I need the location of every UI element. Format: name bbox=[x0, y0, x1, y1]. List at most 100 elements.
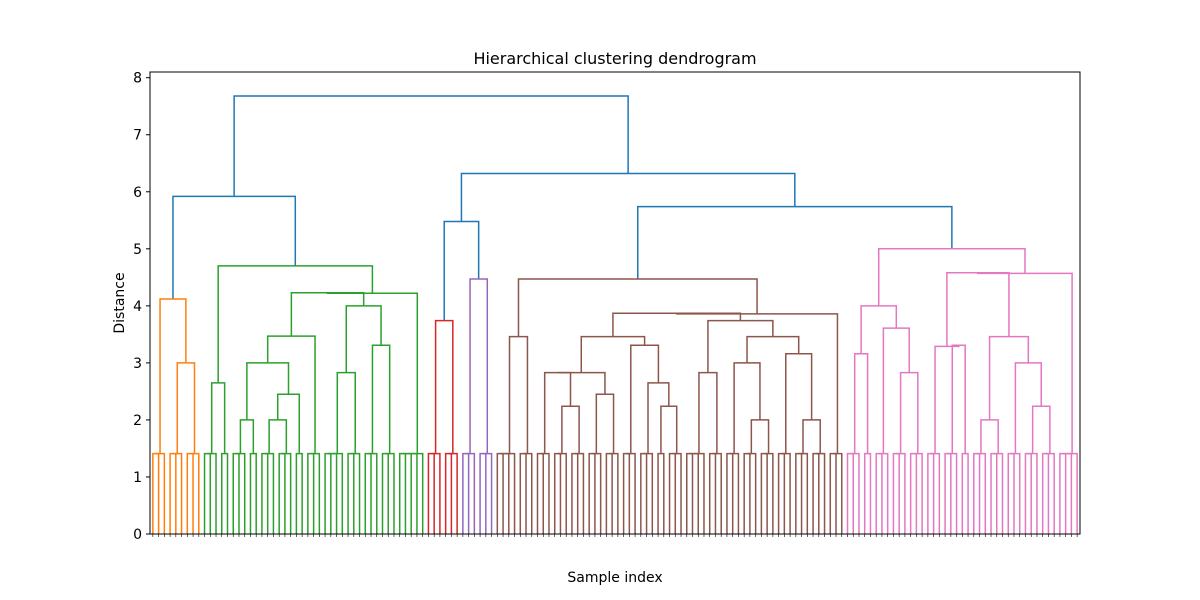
dendrogram-link-green bbox=[290, 291, 365, 337]
dendrogram-link-brown bbox=[536, 452, 544, 534]
dendrogram-link-brown bbox=[829, 452, 837, 534]
y-tick-label: 8 bbox=[133, 71, 142, 87]
dendrogram-link-pink bbox=[909, 452, 918, 534]
dendrogram-link-red bbox=[444, 452, 453, 534]
dendrogram-link-pink bbox=[1014, 362, 1042, 454]
dendrogram-link-green bbox=[398, 452, 407, 534]
dendrogram-link-pink bbox=[988, 335, 1030, 420]
dendrogram-link-green bbox=[278, 452, 286, 534]
dendrogram-link-pink bbox=[1059, 452, 1067, 534]
dendrogram-link-brown bbox=[571, 452, 579, 534]
dendrogram-link-green bbox=[249, 452, 257, 534]
dendrogram-link-brown bbox=[743, 452, 751, 534]
dendrogram-link-green bbox=[347, 452, 355, 534]
dendrogram-link-brown bbox=[708, 452, 717, 534]
dendrogram-link-green bbox=[307, 452, 315, 534]
y-axis-label: Distance bbox=[112, 272, 128, 333]
dendrogram-link-brown bbox=[660, 405, 678, 454]
dendrogram-link-brown bbox=[802, 419, 821, 454]
dendrogram-link-pink bbox=[1024, 452, 1032, 534]
dendrogram-link-green bbox=[210, 382, 226, 454]
dendrogram-link-brown bbox=[795, 452, 803, 534]
dendrogram-link-pink bbox=[961, 452, 969, 534]
dendrogram-link-green bbox=[261, 452, 269, 534]
dendrogram-link-green bbox=[266, 335, 316, 454]
dendrogram-link-green bbox=[336, 371, 356, 454]
dendrogram-link-pink bbox=[980, 419, 999, 454]
dendrogram-link-brown bbox=[746, 335, 800, 363]
dendrogram-link-brown bbox=[595, 393, 615, 454]
y-tick-label: 7 bbox=[133, 128, 142, 144]
dendrogram-link-pink bbox=[882, 327, 910, 454]
y-tick-label: 5 bbox=[133, 242, 142, 258]
dendrogram-link-brown bbox=[785, 353, 813, 454]
dendrogram-link-pink bbox=[846, 452, 854, 534]
dendrogram-link-pink bbox=[899, 371, 919, 454]
dendrogram-link-green bbox=[295, 452, 303, 534]
dendrogram-link-purple bbox=[462, 452, 470, 534]
dendrogram-link-pink bbox=[853, 353, 869, 454]
dendrogram-link-brown bbox=[557, 371, 606, 395]
y-tick-label: 2 bbox=[133, 413, 142, 429]
dendrogram-link-brown bbox=[647, 382, 670, 454]
dendrogram-link-green bbox=[324, 452, 332, 534]
dendrogram-link-orange bbox=[176, 362, 196, 454]
dendrogram-link-brown bbox=[553, 452, 562, 534]
dendrogram-link-green bbox=[268, 419, 288, 454]
dendrogram-link-orange bbox=[186, 452, 194, 534]
dendrogram-link-brown bbox=[657, 452, 665, 534]
dendrogram-link-brown bbox=[630, 344, 660, 454]
dendrogram-link-blue bbox=[233, 95, 629, 197]
dendrogram-link-brown bbox=[707, 319, 774, 373]
dendrogram-link-pink bbox=[892, 452, 900, 534]
dendrogram-link-brown bbox=[517, 278, 758, 337]
dendrogram-link-pink bbox=[877, 248, 1026, 306]
dendrogram-link-pink bbox=[860, 305, 898, 354]
dendrogram-link-green bbox=[217, 265, 374, 383]
dendrogram-link-green bbox=[371, 344, 391, 454]
dendrogram-link-green bbox=[232, 452, 240, 534]
dendrogram-link-orange bbox=[152, 452, 160, 534]
dendrogram-link-green bbox=[381, 452, 389, 534]
dendrogram-link-pink bbox=[946, 272, 1010, 347]
dendrogram-link-brown bbox=[496, 452, 504, 534]
dendrogram-link-orange bbox=[159, 298, 187, 454]
dendrogram-link-green bbox=[276, 393, 301, 454]
dendrogram-link-green bbox=[203, 452, 212, 534]
dendrogram-link-blue bbox=[443, 220, 480, 321]
dendrogram-link-brown bbox=[668, 452, 677, 534]
dendrogram-link-brown bbox=[543, 371, 572, 454]
dendrogram-link-pink bbox=[1041, 452, 1050, 534]
dendrogram-link-green bbox=[221, 452, 229, 534]
dendrogram-link-brown bbox=[726, 452, 734, 534]
dendrogram-link-orange bbox=[169, 452, 177, 534]
dendrogram-link-brown bbox=[698, 371, 718, 454]
dendrogram-link-brown bbox=[750, 419, 770, 454]
dendrogram-link-pink bbox=[973, 452, 981, 534]
dendrogram-link-green bbox=[345, 305, 382, 373]
dendrogram-link-blue bbox=[172, 195, 297, 300]
dendrogram-link-red bbox=[427, 452, 435, 534]
y-tick-label: 0 bbox=[133, 527, 142, 543]
y-tick-label: 6 bbox=[133, 185, 142, 201]
dendrogram-link-brown bbox=[812, 452, 820, 534]
dendrogram-link-brown bbox=[760, 452, 768, 534]
dendrogram-link-brown bbox=[605, 452, 613, 534]
dendrogram-link-green bbox=[364, 452, 372, 534]
dendrogram-link-brown bbox=[612, 312, 742, 337]
dendrogram-link-blue bbox=[460, 172, 796, 222]
dendrogram-tree bbox=[152, 95, 1078, 534]
dendrogram-link-brown bbox=[640, 452, 648, 534]
dendrogram-link-brown bbox=[733, 362, 761, 454]
dendrogram-link-brown bbox=[561, 405, 580, 454]
plot-frame bbox=[149, 71, 1081, 535]
dendrogram-link-brown bbox=[588, 452, 596, 534]
dendrogram-link-brown bbox=[686, 452, 694, 534]
dendrogram-link-green bbox=[239, 419, 255, 454]
dendrogram-link-blue bbox=[637, 205, 953, 280]
dendrogram-link-brown bbox=[519, 452, 527, 534]
chart-title: Hierarchical clustering dendrogram bbox=[473, 49, 756, 68]
dendrogram-link-pink bbox=[863, 452, 872, 534]
dendrogram-link-pink bbox=[1007, 452, 1015, 534]
y-axis: 0 1 2 3 4 5 6 7 8 bbox=[133, 71, 150, 543]
